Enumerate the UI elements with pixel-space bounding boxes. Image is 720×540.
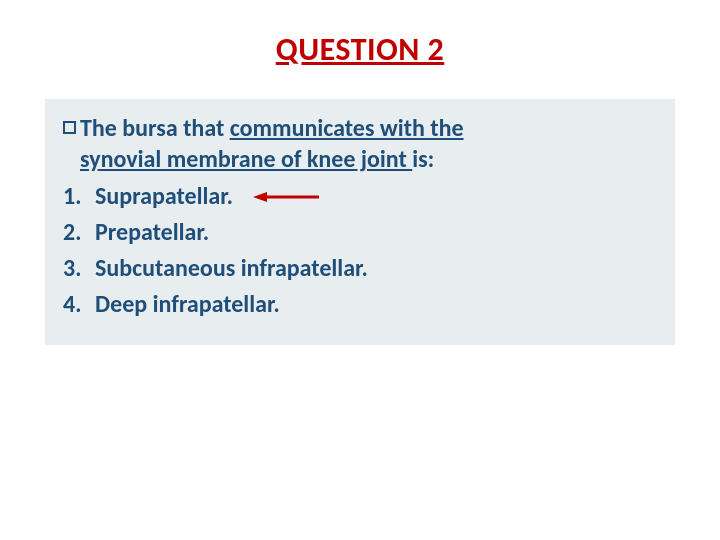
option-number: 2.: [63, 215, 95, 251]
option-1: 1. Suprapatellar.: [63, 179, 657, 215]
option-text: Suprapatellar.: [95, 179, 233, 215]
answer-arrow-icon: [251, 189, 321, 205]
option-3: 3. Subcutaneous infrapatellar.: [63, 251, 657, 287]
question-underline-1: communicates with the: [230, 114, 464, 143]
option-number: 3.: [63, 251, 95, 287]
question-line-1: The bursa that communicates with the: [63, 113, 657, 144]
question-suffix: is:: [412, 145, 434, 174]
option-4: 4. Deep infrapatellar.: [63, 287, 657, 323]
question-prefix: The bursa that: [80, 114, 230, 143]
question-text-line1: The bursa that communicates with the: [80, 113, 464, 144]
option-text: Subcutaneous infrapatellar.: [95, 251, 368, 287]
option-text: Deep infrapatellar.: [95, 287, 280, 323]
question-underline-2: synovial membrane of knee joint: [80, 145, 412, 174]
square-bullet-icon: [63, 121, 76, 134]
options-list: 1. Suprapatellar. 2. Prepatellar. 3. Sub…: [63, 179, 657, 323]
question-line-2: synovial membrane of knee joint is:: [63, 144, 657, 175]
slide-title: QUESTION 2: [45, 30, 675, 69]
option-text: Prepatellar.: [95, 215, 209, 251]
content-box: The bursa that communicates with the syn…: [45, 99, 675, 345]
option-2: 2. Prepatellar.: [63, 215, 657, 251]
option-number: 1.: [63, 179, 95, 215]
slide-container: QUESTION 2 The bursa that communicates w…: [0, 0, 720, 540]
option-number: 4.: [63, 287, 95, 323]
